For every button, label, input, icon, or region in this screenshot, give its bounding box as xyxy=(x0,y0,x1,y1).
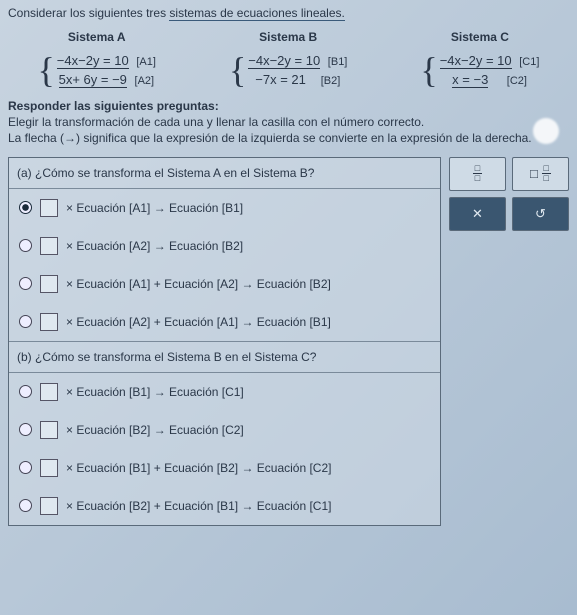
glare-artifact xyxy=(533,118,559,144)
question-box: (a) ¿Cómo se transforma el Sistema A en … xyxy=(8,157,441,526)
qa-opt-2[interactable]: × Ecuación [A1] + Ecuación [A2] → Ecuaci… xyxy=(9,265,440,303)
eq-b1: −4x−2y = 10 xyxy=(248,53,320,69)
brace-a: { xyxy=(38,52,55,88)
numbox-qa-3[interactable] xyxy=(40,313,58,331)
mixed-fraction-icon: □□ xyxy=(542,164,551,183)
qb-opt-3[interactable]: × Ecuación [B2] + Ecuación [B1] → Ecuaci… xyxy=(9,487,440,525)
sub1: Responder las siguientes preguntas: xyxy=(8,99,219,113)
numbox-qa-1[interactable] xyxy=(40,237,58,255)
section-b: (b) ¿Cómo se transforma el Sistema B en … xyxy=(9,342,440,525)
fraction-tool-button[interactable]: □□ xyxy=(449,157,506,191)
qa-opt-0[interactable]: × Ecuación [A1] → Ecuación [B1] xyxy=(9,189,440,227)
eq-c2: x = −3 xyxy=(452,72,488,88)
radio-qb-2[interactable] xyxy=(19,461,32,474)
sub3: La flecha (→) significa que la expresión… xyxy=(8,130,569,146)
radio-qa-0[interactable] xyxy=(19,201,32,214)
qb-opt-3-text: × Ecuación [B2] + Ecuación [B1] → Ecuaci… xyxy=(66,499,331,513)
radio-qb-1[interactable] xyxy=(19,423,32,436)
page-instruction: Considerar los siguientes tres sistemas … xyxy=(8,6,569,20)
numbox-qa-2[interactable] xyxy=(40,275,58,293)
tag-a2: [A2] xyxy=(135,75,155,87)
tag-b1: [B1] xyxy=(328,56,348,68)
mixed-number-icon: □ xyxy=(530,166,538,181)
eq-c1: −4x−2y = 10 xyxy=(440,53,512,69)
system-a: Sistema A { −4x−2y = 10 [A1] 5x+ 6y = −9… xyxy=(38,30,156,88)
systems-row: Sistema A { −4x−2y = 10 [A1] 5x+ 6y = −9… xyxy=(8,30,569,88)
qb-opt-0-text: × Ecuación [B1] → Ecuación [C1] xyxy=(66,385,244,399)
tag-a1: [A1] xyxy=(136,56,156,68)
qa-head: (a) ¿Cómo se transforma el Sistema A en … xyxy=(9,158,440,189)
qb-head: (b) ¿Cómo se transforma el Sistema B en … xyxy=(9,342,440,373)
qa-opt-3-text: × Ecuación [A2] + Ecuación [A1] → Ecuaci… xyxy=(66,315,331,329)
undo-button[interactable]: ↺ xyxy=(512,197,569,231)
section-a: (a) ¿Cómo se transforma el Sistema A en … xyxy=(9,158,440,342)
numbox-qb-1[interactable] xyxy=(40,421,58,439)
radio-qb-3[interactable] xyxy=(19,499,32,512)
title-prefix: Considerar los siguientes tres xyxy=(8,6,169,20)
mixed-number-tool-button[interactable]: □ □□ xyxy=(512,157,569,191)
qa-opt-0-text: × Ecuación [A1] → Ecuación [B1] xyxy=(66,201,243,215)
system-a-head: Sistema A xyxy=(38,30,156,44)
qb-opt-2-text: × Ecuación [B1] + Ecuación [B2] → Ecuaci… xyxy=(66,461,331,475)
radio-qa-2[interactable] xyxy=(19,277,32,290)
tag-b2: [B2] xyxy=(321,75,341,87)
numbox-qa-0[interactable] xyxy=(40,199,58,217)
qb-opt-1[interactable]: × Ecuación [B2] → Ecuación [C2] xyxy=(9,411,440,449)
numbox-qb-3[interactable] xyxy=(40,497,58,515)
qa-opt-3[interactable]: × Ecuación [A2] + Ecuación [A1] → Ecuaci… xyxy=(9,303,440,341)
tag-c2: [C2] xyxy=(507,75,527,87)
undo-icon: ↺ xyxy=(535,206,546,222)
system-b-head: Sistema B xyxy=(229,30,347,44)
qa-opt-2-text: × Ecuación [A1] + Ecuación [A2] → Ecuaci… xyxy=(66,277,331,291)
qa-opt-1[interactable]: × Ecuación [A2] → Ecuación [B2] xyxy=(9,227,440,265)
fraction-icon: □□ xyxy=(473,164,482,183)
qb-opt-2[interactable]: × Ecuación [B1] + Ecuación [B2] → Ecuaci… xyxy=(9,449,440,487)
eq-a2: 5x+ 6y = −9 xyxy=(59,72,127,88)
system-c: Sistema C { −4x−2y = 10 [C1] x = −3 [C2] xyxy=(420,30,539,88)
numbox-qb-0[interactable] xyxy=(40,383,58,401)
tools-panel: □□ □ □□ ✕ ↺ xyxy=(449,157,569,526)
eq-b2: −7x = 21 xyxy=(255,72,306,87)
tag-c1: [C1] xyxy=(519,56,539,68)
radio-qa-3[interactable] xyxy=(19,315,32,328)
eq-a1: −4x−2y = 10 xyxy=(57,53,129,69)
numbox-qb-2[interactable] xyxy=(40,459,58,477)
brace-b: { xyxy=(229,52,246,88)
qb-opt-1-text: × Ecuación [B2] → Ecuación [C2] xyxy=(66,423,244,437)
content-row: (a) ¿Cómo se transforma el Sistema A en … xyxy=(8,157,569,526)
x-icon: ✕ xyxy=(472,206,483,222)
qa-opt-1-text: × Ecuación [A2] → Ecuación [B2] xyxy=(66,239,243,253)
qb-opt-0[interactable]: × Ecuación [B1] → Ecuación [C1] xyxy=(9,373,440,411)
clear-button[interactable]: ✕ xyxy=(449,197,506,231)
system-b: Sistema B { −4x−2y = 10 [B1] −7x = 21 [B… xyxy=(229,30,347,88)
system-c-head: Sistema C xyxy=(420,30,539,44)
radio-qa-1[interactable] xyxy=(19,239,32,252)
sub2: Elegir la transformación de cada una y l… xyxy=(8,114,569,130)
brace-c: { xyxy=(420,52,437,88)
sub-instructions: Responder las siguientes preguntas: Eleg… xyxy=(8,98,569,147)
title-underlined: sistemas de ecuaciones lineales. xyxy=(169,6,344,21)
radio-qb-0[interactable] xyxy=(19,385,32,398)
